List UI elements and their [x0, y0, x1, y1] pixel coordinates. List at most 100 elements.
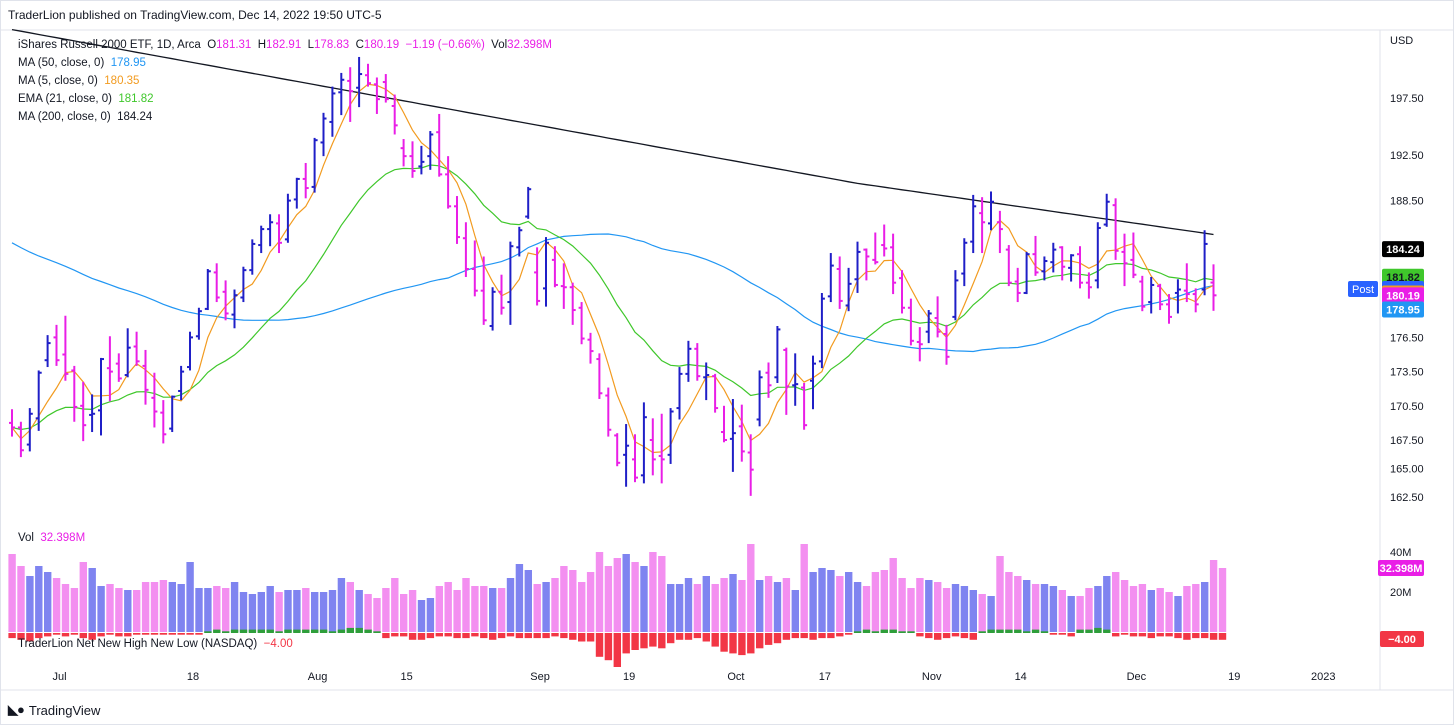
- ohlc-bar[interactable]: [1059, 246, 1066, 281]
- ohlc-bar[interactable]: [320, 112, 327, 157]
- ohlc-bar[interactable]: [738, 404, 745, 462]
- ohlc-bar[interactable]: [44, 335, 51, 368]
- ohlc-bar[interactable]: [1005, 245, 1012, 287]
- ohlc-bar[interactable]: [1023, 251, 1030, 295]
- ohlc-bar[interactable]: [356, 56, 363, 108]
- ohlc-bar[interactable]: [792, 353, 799, 406]
- ohlc-bar[interactable]: [996, 210, 1003, 254]
- ohlc-bar[interactable]: [142, 349, 149, 405]
- ohlc-bar[interactable]: [970, 194, 977, 254]
- ohlc-bar[interactable]: [614, 433, 621, 467]
- legend-ma50-row[interactable]: MA (50, close, 0) 178.95: [18, 54, 552, 72]
- ohlc-bar[interactable]: [916, 327, 923, 362]
- ma5-line[interactable]: [11, 83, 1214, 454]
- ohlc-bar[interactable]: [551, 246, 558, 288]
- ohlc-bar[interactable]: [71, 365, 78, 422]
- ohlc-bar[interactable]: [400, 139, 407, 167]
- ohlc-bar[interactable]: [899, 270, 905, 314]
- ohlc-bar[interactable]: [382, 74, 389, 103]
- ohlc-bar[interactable]: [712, 373, 719, 413]
- ohlc-bar[interactable]: [988, 191, 994, 231]
- ohlc-bar[interactable]: [1103, 193, 1110, 227]
- ohlc-bar[interactable]: [498, 274, 505, 315]
- ohlc-bar[interactable]: [373, 77, 380, 114]
- legend-ema21-row[interactable]: EMA (21, close, 0) 181.82: [18, 90, 552, 108]
- ohlc-bar[interactable]: [187, 331, 193, 371]
- ohlc-bar[interactable]: [160, 400, 167, 444]
- ohlc-bar[interactable]: [1210, 264, 1217, 311]
- ohlc-bar[interactable]: [721, 405, 727, 443]
- ohlc-bar[interactable]: [35, 370, 42, 431]
- ohlc-bar[interactable]: [427, 131, 434, 170]
- ohlc-bar[interactable]: [293, 177, 300, 209]
- ohlc-bar[interactable]: [133, 331, 140, 366]
- ohlc-bar[interactable]: [151, 372, 158, 428]
- ohlc-bar[interactable]: [1041, 256, 1048, 281]
- ohlc-bar[interactable]: [729, 398, 736, 472]
- ohlc-bar[interactable]: [98, 357, 104, 436]
- ohlc-bar[interactable]: [667, 408, 674, 464]
- legend-ma5-row[interactable]: MA (5, close, 0) 180.35: [18, 72, 552, 90]
- ohlc-bar[interactable]: [124, 328, 131, 378]
- ohlc-bar[interactable]: [311, 137, 318, 193]
- ohlc-bar[interactable]: [391, 94, 398, 135]
- ohlc-bar[interactable]: [462, 222, 469, 277]
- ohlc-bar[interactable]: [302, 162, 309, 199]
- ohlc-bar[interactable]: [890, 233, 897, 295]
- ohlc-bar[interactable]: [1148, 276, 1155, 314]
- ohlc-bar[interactable]: [685, 340, 692, 382]
- ohlc-bar[interactable]: [952, 270, 959, 321]
- footer-brand[interactable]: ◣● TradingView: [8, 702, 100, 718]
- ohlc-bar[interactable]: [480, 256, 487, 325]
- ohlc-bar[interactable]: [640, 402, 647, 484]
- ohlc-bar[interactable]: [943, 324, 950, 365]
- ohlc-bar[interactable]: [436, 113, 443, 177]
- ohlc-bar[interactable]: [1014, 267, 1021, 303]
- symbol-title[interactable]: iShares Russell 2000 ETF, 1D, Arca: [18, 39, 201, 51]
- ohlc-bar[interactable]: [80, 381, 87, 442]
- ohlc-bar[interactable]: [258, 225, 265, 254]
- ohlc-bar[interactable]: [516, 226, 523, 257]
- ohlc-bar[interactable]: [979, 197, 986, 254]
- ohlc-bar[interactable]: [756, 370, 763, 427]
- ohlc-bar[interactable]: [1174, 279, 1181, 314]
- ohlc-bar[interactable]: [276, 214, 282, 254]
- ohlc-bar[interactable]: [267, 214, 274, 247]
- ohlc-bar[interactable]: [454, 196, 460, 244]
- ohlc-bar[interactable]: [1157, 283, 1164, 311]
- ohlc-bar[interactable]: [818, 292, 825, 369]
- legend-ma200-row[interactable]: MA (200, close, 0) 184.24: [18, 108, 552, 126]
- ohlc-bar[interactable]: [578, 302, 585, 345]
- ohlc-bar[interactable]: [765, 362, 772, 398]
- ohlc-bar[interactable]: [925, 310, 932, 344]
- ohlc-bar[interactable]: [365, 63, 371, 87]
- ohlc-bar[interactable]: [525, 186, 532, 219]
- ohlc-bar[interactable]: [587, 332, 594, 364]
- ohlc-bar[interactable]: [409, 141, 416, 178]
- volume-legend[interactable]: Vol 32.398M: [18, 532, 85, 544]
- ohlc-bar[interactable]: [17, 421, 24, 458]
- ohlc-bar[interactable]: [801, 383, 808, 430]
- ohlc-bar[interactable]: [623, 424, 630, 487]
- ohlc-bar[interactable]: [1192, 288, 1199, 313]
- ohlc-bar[interactable]: [249, 239, 256, 275]
- ohlc-bar[interactable]: [213, 263, 220, 303]
- ohlc-bar[interactable]: [854, 241, 861, 293]
- ohlc-bar[interactable]: [9, 409, 15, 437]
- ohlc-bar[interactable]: [1068, 254, 1075, 282]
- ohlc-bar[interactable]: [338, 72, 345, 116]
- ohlc-bar[interactable]: [694, 343, 701, 381]
- ohlc-bar[interactable]: [934, 296, 941, 338]
- ohlc-bar[interactable]: [649, 418, 656, 476]
- ohlc-bar[interactable]: [1094, 222, 1101, 289]
- ohlc-bar[interactable]: [178, 365, 185, 401]
- ohlc-bar[interactable]: [115, 353, 122, 382]
- ohlc-bar[interactable]: [961, 238, 968, 287]
- nhl-legend[interactable]: TraderLion Net New High New Low (NASDAQ)…: [18, 638, 293, 650]
- ohlc-bar[interactable]: [89, 394, 96, 433]
- ohlc-bar[interactable]: [1085, 272, 1092, 299]
- ohlc-bar[interactable]: [1077, 246, 1083, 289]
- ohlc-bar[interactable]: [836, 256, 843, 309]
- ma200-line[interactable]: [11, 28, 1214, 236]
